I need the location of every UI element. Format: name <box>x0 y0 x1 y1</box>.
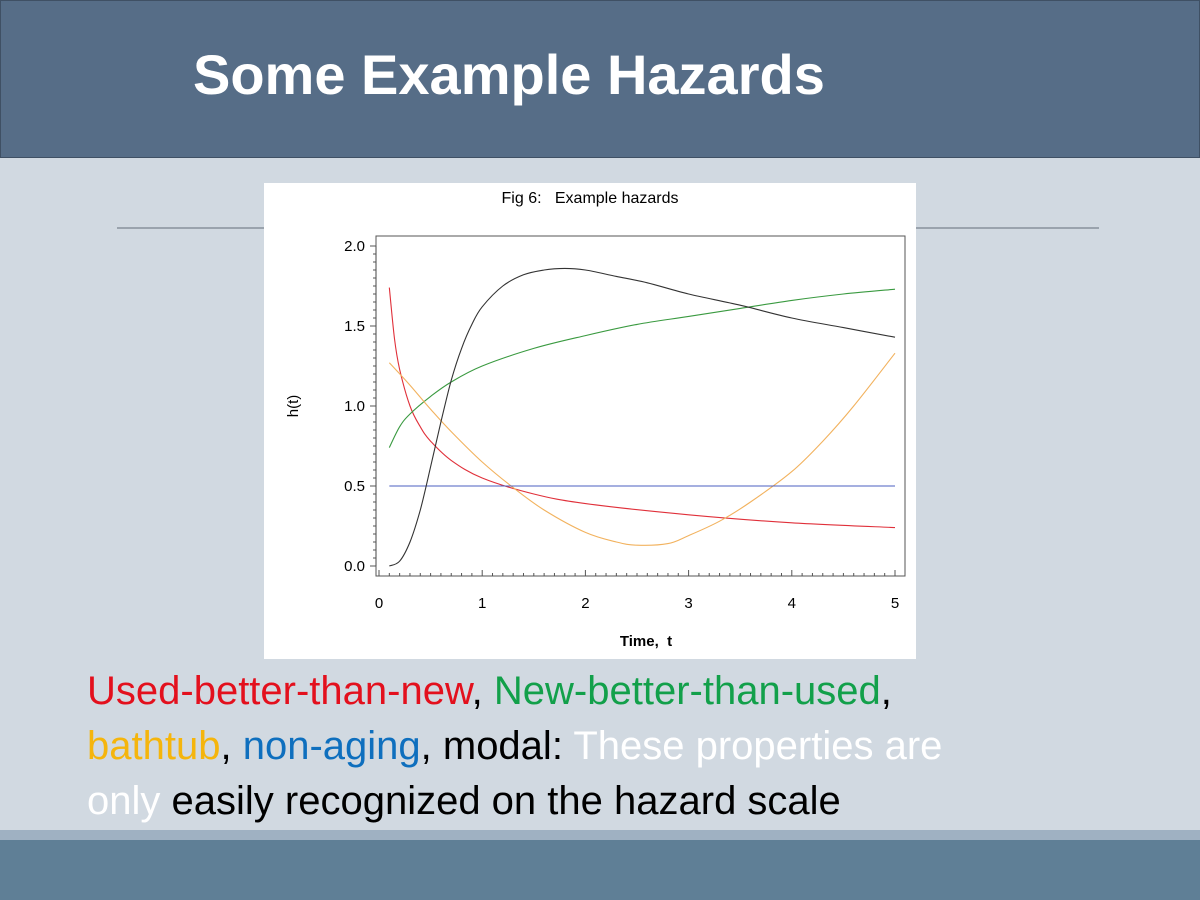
chart-svg: Fig 6: Example hazards 0.0 0.5 1.0 1.5 2.0 0 1 2… <box>285 190 906 650</box>
y-axis-label: h(t) <box>285 395 302 418</box>
caption-hazard-scale: easily recognized on the hazard scale <box>160 779 841 823</box>
y-tick-label: 1.0 <box>344 398 365 415</box>
series-bathtub <box>388 352 896 546</box>
y-tick-label: 1.5 <box>344 318 365 335</box>
caption-used-better-than-new: Used-better-than-new <box>87 669 472 713</box>
chart-title: Fig 6: Example hazards <box>502 190 679 207</box>
x-tick-label: 5 <box>891 595 899 612</box>
slide-caption: Used-better-than-new, New-better-than-us… <box>87 664 1167 829</box>
slide-title: Some Example Hazards <box>193 43 825 106</box>
title-bar: Some Example Hazards <box>0 0 1200 158</box>
caption-non-aging: non-aging <box>242 724 421 768</box>
x-tick-label: 0 <box>375 595 383 612</box>
caption-only: only <box>87 779 161 823</box>
y-tick-label: 0.0 <box>344 558 365 575</box>
x-axis-label: Time, t <box>620 633 672 650</box>
caption-properties: These properties are <box>573 724 943 768</box>
x-tick-label: 4 <box>788 595 796 612</box>
footer-accent <box>0 830 1200 840</box>
caption-separator: , <box>220 724 243 768</box>
x-tick-label: 2 <box>581 595 589 612</box>
caption-separator: , <box>471 669 494 713</box>
hazard-chart: Fig 6: Example hazards 0.0 0.5 1.0 1.5 2.0 0 1 2… <box>264 183 916 659</box>
x-tick-label: 1 <box>478 595 486 612</box>
series-used-better-than-new <box>388 287 896 529</box>
footer-bar <box>0 840 1200 900</box>
caption-modal: , modal: <box>420 724 574 768</box>
x-tick-label: 3 <box>684 595 692 612</box>
caption-separator: , <box>880 669 892 713</box>
series-new-better-than-used <box>388 288 896 448</box>
series-modal <box>389 267 896 567</box>
y-tick-label: 2.0 <box>344 238 365 255</box>
caption-new-better-than-used: New-better-than-used <box>493 669 881 713</box>
caption-bathtub: bathtub <box>87 724 221 768</box>
y-tick-label: 0.5 <box>344 478 365 495</box>
